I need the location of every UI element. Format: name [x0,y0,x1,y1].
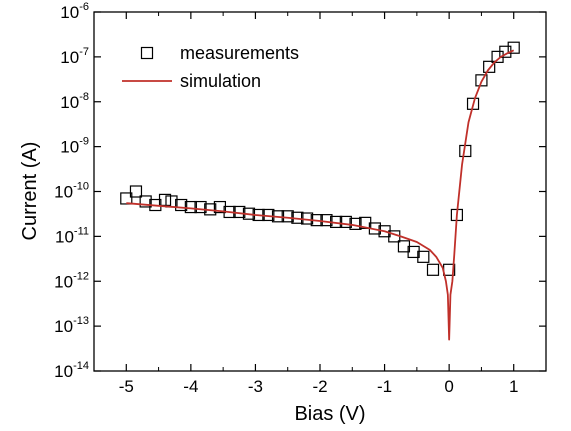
legend: measurements simulation [122,43,299,91]
y-tick-base: 10 [54,183,73,202]
simulation-line [126,49,515,341]
data-point [466,97,480,110]
data-point [194,200,207,214]
data-point [475,74,488,87]
y-tick-base: 10 [55,227,74,246]
y-tick-base: 10 [60,48,79,67]
x-tick-label: 1 [509,377,518,396]
y-tick-exponent: -14 [73,360,89,372]
y-tick-label: 10-10 [54,181,89,202]
data-point [129,185,143,198]
y-tick-base: 10 [60,3,79,22]
plot-area: -5 -4 -3 -2 -1 0 110-1410-1310-1210-1110-1010-… [54,1,547,396]
y-tick-base: 10 [54,362,73,381]
data-point [407,245,420,259]
y-tick-label: 10-9 [60,136,89,157]
y-tick-exponent: -8 [79,91,89,103]
data-point [339,215,352,229]
y-tick-exponent: -12 [73,270,89,282]
x-axis-label: Bias (V) [294,403,365,425]
y-tick-exponent: -9 [79,136,89,148]
y-tick-exponent: -7 [79,46,89,58]
data-point [426,263,440,276]
data-point [158,193,172,206]
data-point [281,210,294,223]
y-tick-label: 10-11 [55,225,89,246]
y-tick-base: 10 [60,138,79,157]
data-point [483,60,496,73]
y-tick-label: 10-13 [54,315,89,336]
x-tick-label: -2 [312,377,327,396]
y-tick-label: 10-8 [60,91,89,112]
data-point [320,214,333,227]
y-tick-label: 10-7 [60,46,89,67]
legend-square-swatch [140,46,154,60]
y-tick-exponent: -10 [73,181,89,193]
data-point [175,198,188,212]
x-tick-label: 0 [444,377,453,396]
data-point [213,200,227,214]
data-point [417,250,430,263]
y-tick-label: 10-6 [60,1,89,22]
x-tick-label: -3 [248,377,263,396]
data-point [507,41,520,54]
y-tick-label: 10-12 [54,270,89,291]
data-point [139,195,152,208]
x-tick-label: -4 [183,377,198,396]
y-tick-exponent: -11 [74,225,89,237]
y-tick-exponent: -13 [73,315,89,327]
y-tick-exponent: -6 [79,1,89,13]
legend-label: simulation [180,71,261,91]
y-tick-base: 10 [54,272,73,291]
y-tick-label: 10-14 [54,360,89,381]
y-tick-base: 10 [60,93,79,112]
x-tick-label: -1 [377,377,392,396]
legend-label: measurements [180,43,299,63]
data-point [184,200,197,214]
y-tick-base: 10 [54,317,73,336]
x-tick-label: -5 [119,377,134,396]
y-axis-label: Current (A) [19,142,41,241]
